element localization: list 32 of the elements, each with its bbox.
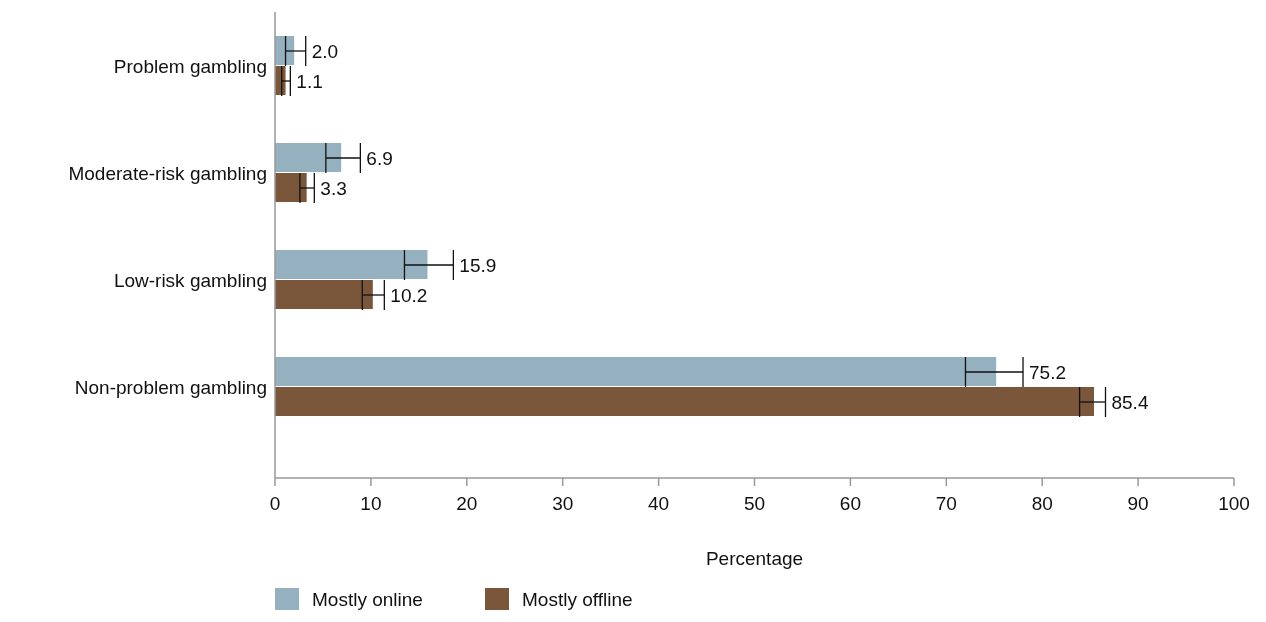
x-tick-label: 20 <box>456 493 478 514</box>
data-label: 3.3 <box>320 177 347 199</box>
data-label: 15.9 <box>459 254 497 276</box>
x-tick-label: 40 <box>648 493 670 514</box>
legend-label: Mostly online <box>312 588 423 610</box>
bar <box>275 357 997 386</box>
x-tick-label: 10 <box>360 493 382 514</box>
y-tick-label: Problem gambling <box>113 55 267 77</box>
data-label: 75.2 <box>1029 361 1066 383</box>
y-tick-label: Non-problem gambling <box>74 376 267 398</box>
x-tick-label: 60 <box>839 493 861 514</box>
data-label: 2.0 <box>311 40 339 62</box>
x-tick-label: 100 <box>1218 493 1250 514</box>
x-tick-label: 0 <box>269 493 281 514</box>
x-tick-label: 30 <box>552 493 574 514</box>
bar <box>275 250 428 279</box>
x-tick-label: 70 <box>935 493 957 514</box>
x-axis-title: Percentage <box>705 548 804 569</box>
bar <box>275 280 373 309</box>
y-tick-label: Moderate-risk gambling <box>68 162 267 184</box>
data-label: 6.9 <box>366 147 393 169</box>
data-label: 10.2 <box>390 284 428 306</box>
x-tick-label: 80 <box>1031 493 1053 514</box>
x-tick-label: 90 <box>1127 493 1149 514</box>
data-label: 85.4 <box>1111 391 1149 413</box>
bar <box>275 387 1094 416</box>
bar <box>275 173 307 202</box>
data-label: 1.1 <box>296 70 323 92</box>
y-tick-label: Low-risk gambling <box>113 269 267 291</box>
bar <box>275 143 342 172</box>
legend-label: Mostly offline <box>522 588 633 610</box>
x-tick-label: 50 <box>743 493 766 514</box>
